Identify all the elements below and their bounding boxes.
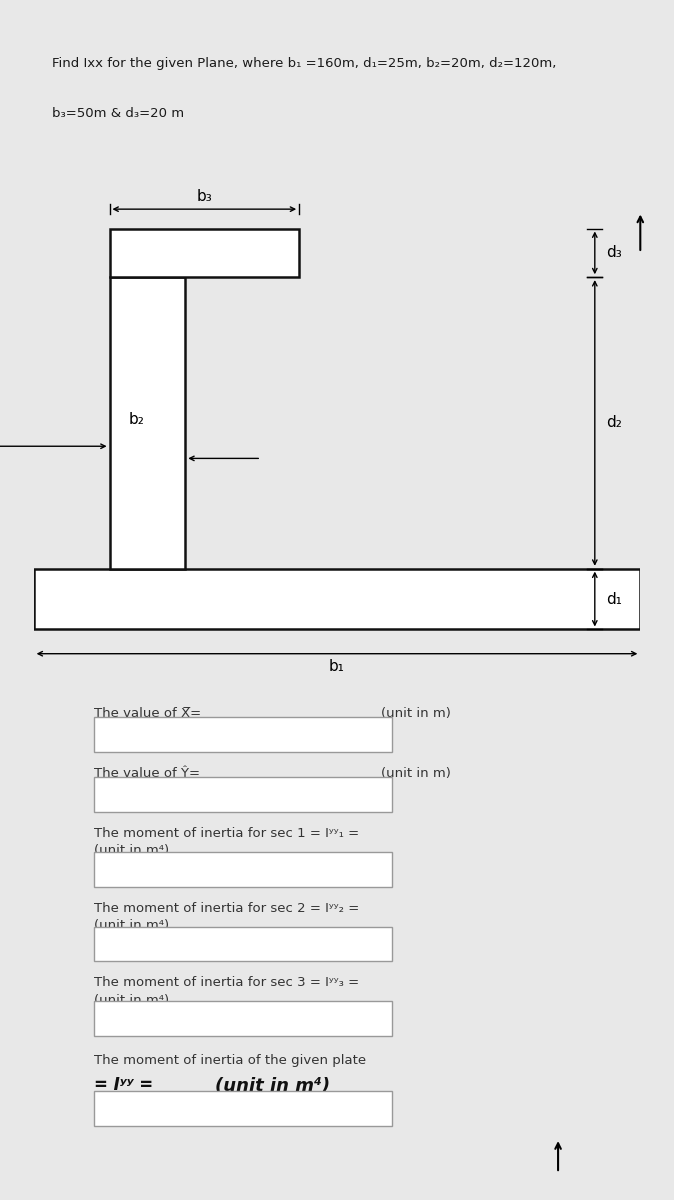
Text: (unit in m): (unit in m) [381, 767, 451, 780]
Text: b₁: b₁ [329, 659, 345, 673]
FancyBboxPatch shape [94, 1001, 392, 1036]
Text: (unit in m⁴): (unit in m⁴) [94, 845, 169, 857]
Text: b₃=50m & d₃=20 m: b₃=50m & d₃=20 m [52, 107, 184, 120]
FancyBboxPatch shape [94, 778, 392, 812]
Text: b₂: b₂ [129, 412, 144, 427]
Text: = Iʸʸ =: = Iʸʸ = [94, 1076, 153, 1094]
Text: b₃: b₃ [196, 190, 212, 204]
Text: The moment of inertia for sec 3 = Iʸʸ₃ =: The moment of inertia for sec 3 = Iʸʸ₃ = [94, 977, 359, 989]
Text: d₁: d₁ [606, 592, 622, 606]
Text: (unit in m⁴): (unit in m⁴) [216, 1078, 330, 1096]
Bar [109, 277, 185, 569]
Bar [109, 228, 299, 277]
Text: Find Ixx for the given Plane, where b₁ =160m, d₁=25m, b₂=20m, d₂=120m,: Find Ixx for the given Plane, where b₁ =… [52, 56, 556, 70]
Text: The value of Χ̅=: The value of Χ̅= [94, 708, 201, 720]
FancyBboxPatch shape [94, 1091, 392, 1126]
Text: The moment of inertia for sec 2 = Iʸʸ₂ =: The moment of inertia for sec 2 = Iʸʸ₂ = [94, 901, 359, 914]
Text: (unit in m): (unit in m) [381, 708, 451, 720]
Text: The moment of inertia for sec 1 = Iʸʸ₁ =: The moment of inertia for sec 1 = Iʸʸ₁ = [94, 827, 359, 840]
FancyBboxPatch shape [94, 852, 392, 887]
Text: The moment of inertia of the given plate: The moment of inertia of the given plate [94, 1054, 366, 1067]
Bar [34, 569, 640, 630]
FancyBboxPatch shape [94, 718, 392, 752]
Text: d₃: d₃ [606, 245, 622, 260]
Text: d₂: d₂ [606, 415, 622, 431]
Text: The value of Ŷ=: The value of Ŷ= [94, 767, 200, 780]
Text: (unit in m⁴): (unit in m⁴) [94, 994, 169, 1007]
FancyBboxPatch shape [94, 926, 392, 961]
Text: (unit in m⁴): (unit in m⁴) [94, 919, 169, 932]
